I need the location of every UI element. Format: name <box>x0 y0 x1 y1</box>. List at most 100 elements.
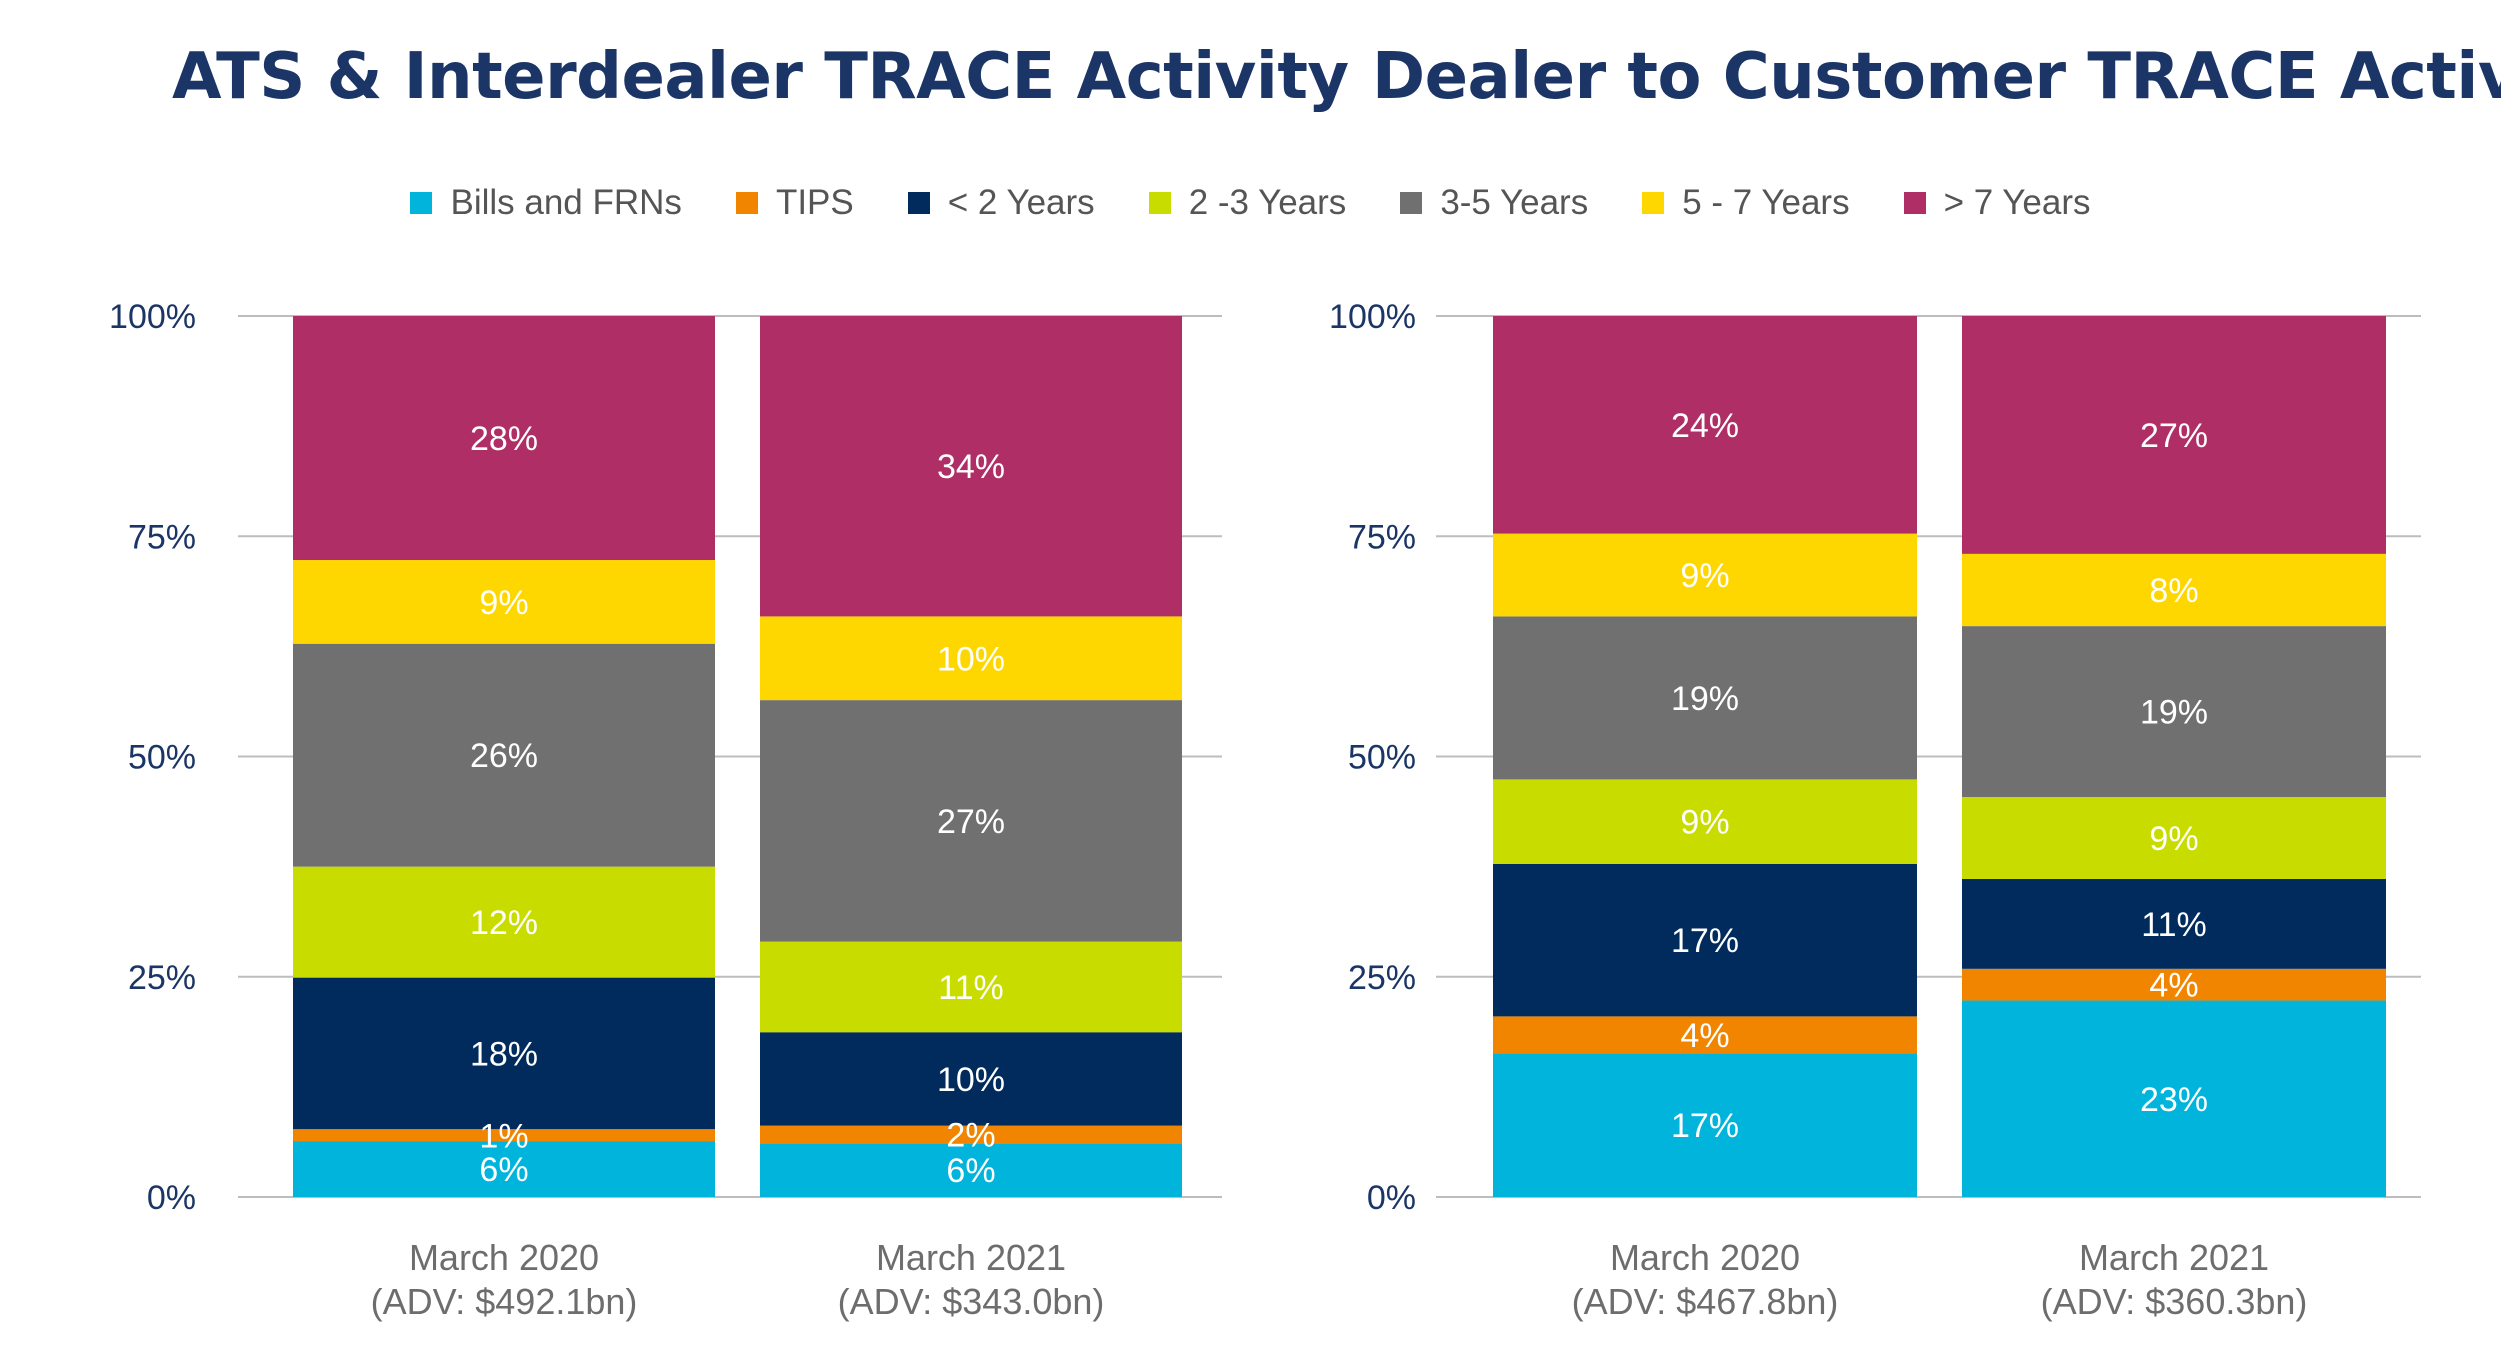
data-label: 9% <box>1680 557 1729 595</box>
data-label: 10% <box>937 640 1005 678</box>
legend-swatch <box>1400 192 1423 214</box>
x-category-label: (ADV: $360.3bn) <box>2041 1281 2308 1322</box>
legend-swatch <box>410 192 433 214</box>
data-label: 27% <box>2140 417 2208 455</box>
legend-swatch <box>1903 192 1926 214</box>
bar-segment <box>1493 616 1917 780</box>
bar-segment <box>293 1141 715 1197</box>
y-tick-label: 75% <box>1348 518 1416 556</box>
legend: Bills and FRNs TIPS < 2 Years 2 -3 Years 3-5… <box>0 183 2501 223</box>
bar-segment <box>1493 316 1917 534</box>
data-label: 9% <box>1680 804 1729 842</box>
legend-label: Bills and FRNs <box>450 183 682 222</box>
legend-swatch <box>1642 192 1665 214</box>
data-label: 11% <box>938 969 1004 1007</box>
y-tick-label: 100% <box>109 298 196 336</box>
bar-segment <box>293 1129 715 1142</box>
left-chart-title: ATS & Interdealer TRACE Activity <box>172 40 1349 114</box>
legend-item: 2 -3 Years <box>1148 183 1347 223</box>
y-tick-label: 50% <box>128 739 196 777</box>
data-label: 17% <box>1671 1107 1739 1145</box>
bar-segment <box>1493 533 1917 617</box>
bar-segment <box>1962 1000 2386 1197</box>
legend-label: TIPS <box>775 183 854 222</box>
bar-segment <box>293 977 715 1130</box>
data-label: 18% <box>470 1035 538 1073</box>
right-chart-title: Dealer to Customer TRACE Activity <box>1372 40 2501 114</box>
legend-label: 2 -3 Years <box>1188 183 1347 222</box>
data-label: 17% <box>1671 922 1739 960</box>
data-label: 6% <box>479 1151 528 1189</box>
y-tick-label: 0% <box>1367 1179 1416 1217</box>
bar-segment <box>760 1032 1182 1126</box>
bar-segment <box>1493 863 1917 1017</box>
data-label: 19% <box>2140 694 2208 732</box>
y-tick-label: 50% <box>1348 739 1416 777</box>
legend-swatch <box>1148 192 1171 214</box>
data-label: 2% <box>946 1116 995 1154</box>
data-label: 23% <box>2140 1081 2208 1119</box>
data-label: 11% <box>2141 906 2207 944</box>
bar-segment <box>760 616 1182 701</box>
y-tick-label: 75% <box>128 518 196 556</box>
bar-segment <box>1962 553 2386 627</box>
x-category-label: March 2021 <box>876 1237 1066 1278</box>
bar-segment <box>760 316 1182 617</box>
data-label: 8% <box>2149 572 2198 610</box>
x-category-label: (ADV: $492.1bn) <box>371 1281 638 1322</box>
bar-segment <box>760 941 1182 1033</box>
legend-label: 5 - 7 Years <box>1682 183 1850 222</box>
bar-segment <box>760 700 1182 942</box>
bar-segment <box>293 316 715 561</box>
x-category-label: March 2020 <box>409 1237 599 1278</box>
bar-segment <box>1962 626 2386 798</box>
data-label: 24% <box>1671 407 1739 445</box>
legend-item: TIPS <box>735 183 854 223</box>
data-label: 4% <box>1680 1017 1729 1055</box>
legend-swatch <box>907 192 930 214</box>
x-category-label: (ADV: $467.8bn) <box>1572 1281 1839 1322</box>
data-label: 19% <box>1671 680 1739 718</box>
data-label: 6% <box>946 1152 995 1190</box>
bar-segment <box>1962 316 2386 554</box>
data-label: 10% <box>937 1061 1005 1099</box>
legend-item: Bills and FRNs <box>410 183 682 223</box>
x-category-label: (ADV: $343.0bn) <box>838 1281 1105 1322</box>
data-label: 9% <box>2149 820 2198 858</box>
bar-segment <box>293 643 715 867</box>
bar-segment <box>1962 797 2386 879</box>
data-label: 27% <box>937 803 1005 841</box>
legend-item: 5 - 7 Years <box>1642 183 1850 223</box>
x-category-label: March 2020 <box>1610 1237 1800 1278</box>
bar-segment <box>760 1125 1182 1144</box>
x-category-label: March 2021 <box>2079 1237 2269 1278</box>
legend-item: > 7 Years <box>1903 183 2091 223</box>
legend-label: 3-5 Years <box>1440 183 1589 222</box>
bar-segment <box>1962 878 2386 969</box>
bar-segment <box>760 1143 1182 1197</box>
bar-segment <box>293 560 715 644</box>
data-label: 12% <box>470 904 538 942</box>
legend-item: < 2 Years <box>907 183 1095 223</box>
legend-swatch <box>735 192 758 214</box>
bar-segment <box>1493 779 1917 864</box>
data-label: 34% <box>937 448 1005 486</box>
data-label: 28% <box>470 420 538 458</box>
y-tick-label: 25% <box>128 959 196 997</box>
bar-segment <box>1493 1016 1917 1054</box>
y-tick-label: 0% <box>147 1179 196 1217</box>
y-tick-label: 25% <box>1348 959 1416 997</box>
data-label: 26% <box>470 737 538 775</box>
legend-label: < 2 Years <box>947 183 1095 222</box>
bar-segment <box>1962 968 2386 1001</box>
legend-item: 3-5 Years <box>1400 183 1588 223</box>
data-label: 4% <box>2149 967 2198 1005</box>
data-label: 9% <box>479 584 528 622</box>
data-label: 1% <box>479 1117 528 1155</box>
bar-segment <box>293 866 715 978</box>
left-stacked-bar-chart: 0%25%50%75%100%6%1%18%12%26%9%28%March 2… <box>109 298 1222 1322</box>
bar-segment <box>1493 1053 1917 1197</box>
y-tick-label: 100% <box>1329 298 1416 336</box>
legend-label: > 7 Years <box>1943 183 2091 222</box>
